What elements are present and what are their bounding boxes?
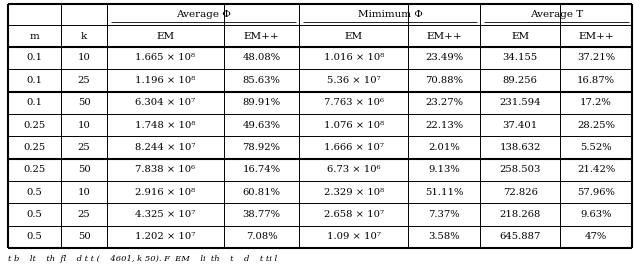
Text: 72.826: 72.826 [502, 188, 538, 197]
Text: 645.887: 645.887 [499, 232, 541, 241]
Text: 37.401: 37.401 [502, 121, 538, 129]
Text: 9.13%: 9.13% [429, 165, 460, 174]
Text: 2.329 × 10⁸: 2.329 × 10⁸ [324, 188, 384, 197]
Text: 10: 10 [77, 121, 91, 129]
Text: Mimimum Φ: Mimimum Φ [358, 10, 422, 19]
Text: 25: 25 [78, 143, 90, 152]
Text: EM++: EM++ [426, 32, 462, 41]
Text: 218.268: 218.268 [499, 210, 541, 219]
Text: 0.5: 0.5 [26, 210, 42, 219]
Text: 1.202 × 10⁷: 1.202 × 10⁷ [135, 232, 196, 241]
Text: EM: EM [345, 32, 363, 41]
Text: 49.63%: 49.63% [243, 121, 280, 129]
Text: 1.016 × 10⁸: 1.016 × 10⁸ [324, 54, 384, 62]
Text: 1.09 × 10⁷: 1.09 × 10⁷ [327, 232, 381, 241]
Text: 5.52%: 5.52% [580, 143, 612, 152]
Text: 7.838 × 10⁶: 7.838 × 10⁶ [136, 165, 196, 174]
Text: 1.748 × 10⁸: 1.748 × 10⁸ [135, 121, 196, 129]
Text: 28.25%: 28.25% [577, 121, 615, 129]
Text: EM++: EM++ [244, 32, 279, 41]
Text: 7.37%: 7.37% [429, 210, 460, 219]
Text: 2.916 × 10⁸: 2.916 × 10⁸ [136, 188, 196, 197]
Text: 10: 10 [77, 188, 91, 197]
Text: 0.1: 0.1 [26, 98, 42, 107]
Text: 8.244 × 10⁷: 8.244 × 10⁷ [135, 143, 196, 152]
Text: EM: EM [511, 32, 529, 41]
Text: 2.658 × 10⁷: 2.658 × 10⁷ [324, 210, 384, 219]
Text: 70.88%: 70.88% [426, 76, 463, 85]
Text: m: m [29, 32, 40, 41]
Text: 22.13%: 22.13% [426, 121, 463, 129]
Text: 10: 10 [77, 54, 91, 62]
Text: 50: 50 [78, 98, 90, 107]
Text: 51.11%: 51.11% [425, 188, 463, 197]
Text: 1.665 × 10⁸: 1.665 × 10⁸ [136, 54, 195, 62]
Text: 2.01%: 2.01% [429, 143, 460, 152]
Text: 23.27%: 23.27% [426, 98, 463, 107]
Text: 6.304 × 10⁷: 6.304 × 10⁷ [136, 98, 196, 107]
Text: 5.36 × 10⁷: 5.36 × 10⁷ [327, 76, 381, 85]
Text: 1.196 × 10⁸: 1.196 × 10⁸ [135, 76, 196, 85]
Text: 38.77%: 38.77% [243, 210, 280, 219]
Text: 85.63%: 85.63% [243, 76, 280, 85]
Text: 34.155: 34.155 [502, 54, 538, 62]
Text: 89.256: 89.256 [502, 76, 538, 85]
Text: 50: 50 [78, 165, 90, 174]
Text: 7.763 × 10⁶: 7.763 × 10⁶ [324, 98, 384, 107]
Text: 16.87%: 16.87% [577, 76, 615, 85]
Text: 16.74%: 16.74% [243, 165, 280, 174]
Text: 1.666 × 10⁷: 1.666 × 10⁷ [324, 143, 384, 152]
Text: 25: 25 [78, 210, 90, 219]
Text: 0.5: 0.5 [26, 188, 42, 197]
Text: 23.49%: 23.49% [426, 54, 463, 62]
Text: 0.5: 0.5 [26, 232, 42, 241]
Text: 25: 25 [78, 76, 90, 85]
Text: EM++: EM++ [578, 32, 614, 41]
Text: 9.63%: 9.63% [580, 210, 612, 219]
Text: 57.96%: 57.96% [577, 188, 615, 197]
Text: 17.2%: 17.2% [580, 98, 612, 107]
Text: 0.25: 0.25 [24, 143, 45, 152]
Text: 37.21%: 37.21% [577, 54, 615, 62]
Text: 60.81%: 60.81% [243, 188, 280, 197]
Text: t b    lt    th  fl    d t t (    4601, k 50). F  EM    li  th    t    d    t ti: t b lt th fl d t t ( 4601, k 50). F EM l… [8, 255, 277, 263]
Text: Average T: Average T [529, 10, 583, 19]
Text: 231.594: 231.594 [499, 98, 541, 107]
Text: 0.1: 0.1 [26, 76, 42, 85]
Text: 138.632: 138.632 [499, 143, 541, 152]
Text: k: k [81, 32, 87, 41]
Text: 78.92%: 78.92% [243, 143, 280, 152]
Text: 0.25: 0.25 [24, 165, 45, 174]
Text: 1.076 × 10⁸: 1.076 × 10⁸ [324, 121, 384, 129]
Text: 0.25: 0.25 [24, 121, 45, 129]
Text: 0.1: 0.1 [26, 54, 42, 62]
Text: 258.503: 258.503 [499, 165, 541, 174]
Text: 50: 50 [78, 232, 90, 241]
Text: 3.58%: 3.58% [429, 232, 460, 241]
Text: 89.91%: 89.91% [243, 98, 280, 107]
Text: 47%: 47% [585, 232, 607, 241]
Text: 7.08%: 7.08% [246, 232, 277, 241]
Text: 21.42%: 21.42% [577, 165, 615, 174]
Text: 6.73 × 10⁶: 6.73 × 10⁶ [327, 165, 381, 174]
Text: EM: EM [156, 32, 175, 41]
Text: 4.325 × 10⁷: 4.325 × 10⁷ [135, 210, 196, 219]
Text: Average Φ: Average Φ [176, 10, 231, 19]
Text: 48.08%: 48.08% [243, 54, 280, 62]
